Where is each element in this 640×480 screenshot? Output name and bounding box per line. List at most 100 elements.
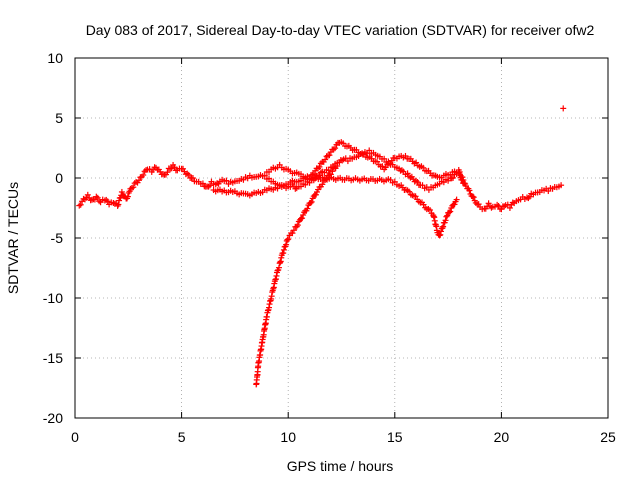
data-point xyxy=(280,250,287,257)
data-point xyxy=(374,158,381,165)
chart-title: Day 083 of 2017, Sidereal Day-to-day VTE… xyxy=(86,22,595,38)
data-point xyxy=(440,223,447,230)
data-point xyxy=(469,193,476,200)
data-point xyxy=(456,168,463,175)
data-point xyxy=(330,146,337,153)
data-point xyxy=(310,171,317,178)
data-point xyxy=(462,181,469,187)
data-point xyxy=(294,222,301,229)
data-point xyxy=(285,236,292,243)
data-point xyxy=(316,163,323,170)
data-point xyxy=(382,164,389,171)
data-point xyxy=(317,160,324,167)
data-point xyxy=(312,191,319,198)
x-tick-label: 10 xyxy=(280,429,296,445)
y-tick-label: 10 xyxy=(47,50,63,66)
x-tick-label: 20 xyxy=(494,429,510,445)
data-point xyxy=(275,264,282,271)
data-point xyxy=(470,194,477,201)
y-tick-label: -20 xyxy=(43,410,63,426)
data-point xyxy=(334,163,341,169)
data-point xyxy=(414,179,421,186)
data-point xyxy=(461,180,468,187)
data-point xyxy=(115,201,122,208)
data-points xyxy=(76,105,567,388)
data-point xyxy=(453,196,460,203)
data-point xyxy=(325,167,332,174)
data-point xyxy=(327,171,334,178)
data-point xyxy=(466,187,473,194)
data-point xyxy=(450,174,457,181)
data-point xyxy=(437,231,444,238)
data-point xyxy=(323,153,330,160)
data-point xyxy=(189,175,196,182)
data-point xyxy=(323,175,330,182)
data-point xyxy=(436,232,443,239)
data-point xyxy=(326,152,333,159)
data-point xyxy=(558,182,565,189)
data-point xyxy=(322,156,329,163)
data-point xyxy=(308,198,315,205)
y-tick-label: -15 xyxy=(43,350,63,366)
data-point xyxy=(460,177,467,184)
data-point xyxy=(283,241,290,248)
data-point xyxy=(420,201,427,208)
data-point xyxy=(446,209,453,216)
data-point xyxy=(525,195,532,202)
data-point xyxy=(319,181,326,188)
data-point xyxy=(426,207,433,214)
data-point xyxy=(223,177,230,184)
data-point xyxy=(419,182,426,189)
data-point xyxy=(76,202,83,209)
data-point xyxy=(290,227,297,234)
data-point xyxy=(304,205,311,212)
data-point xyxy=(442,217,449,224)
data-point xyxy=(266,175,273,182)
data-point xyxy=(185,171,192,178)
data-point xyxy=(135,177,142,184)
data-point xyxy=(485,200,492,207)
data-point xyxy=(261,172,268,179)
data-point xyxy=(124,193,131,200)
data-point xyxy=(447,208,454,215)
x-tick-label: 0 xyxy=(71,429,79,445)
y-tick-label: 0 xyxy=(55,170,63,186)
data-point xyxy=(437,228,444,235)
data-point xyxy=(444,212,451,219)
x-axis-label: GPS time / hours xyxy=(287,458,394,474)
x-tick-label: 5 xyxy=(178,429,186,445)
data-point xyxy=(300,212,307,219)
axis-ticks: 0 5 10 15 20 25 -20 -15 -10 -5 0 5 10 xyxy=(43,50,616,445)
data-point xyxy=(526,193,533,200)
x-tick-label: 25 xyxy=(600,429,616,445)
data-point xyxy=(77,201,84,208)
data-point xyxy=(130,184,137,191)
data-point xyxy=(451,201,458,208)
data-point xyxy=(443,213,450,220)
data-point xyxy=(306,175,313,182)
data-point xyxy=(84,191,91,198)
y-axis-label: SDTVAR / TECUs xyxy=(5,182,21,294)
data-point xyxy=(506,204,513,211)
data-point xyxy=(459,174,466,181)
data-point xyxy=(488,204,495,211)
data-point xyxy=(104,198,111,205)
data-point xyxy=(168,165,175,172)
data-point xyxy=(94,194,101,201)
data-point xyxy=(299,215,306,222)
data-point xyxy=(439,225,446,232)
plot-frame xyxy=(74,57,609,419)
data-point xyxy=(280,246,287,253)
x-tick-label: 15 xyxy=(387,429,403,445)
data-point xyxy=(140,172,147,179)
y-tick-label: -5 xyxy=(51,230,64,246)
data-point xyxy=(560,105,567,112)
data-point xyxy=(379,163,386,170)
data-point xyxy=(205,183,212,190)
data-point xyxy=(180,165,187,172)
data-point xyxy=(118,188,125,195)
y-tick-label: -10 xyxy=(43,290,63,306)
data-point xyxy=(307,199,314,206)
data-point xyxy=(498,206,505,213)
